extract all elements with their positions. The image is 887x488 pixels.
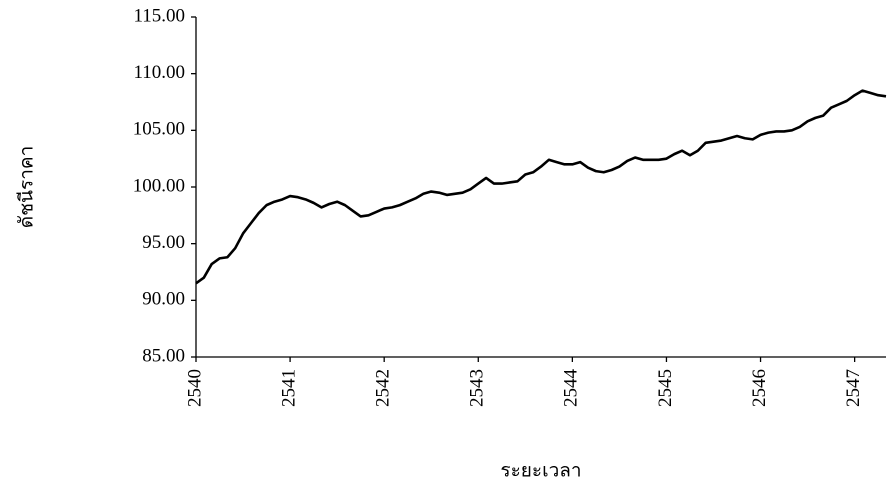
y-tick-label: 100.00 — [133, 175, 185, 196]
y-tick-label: 85.00 — [142, 345, 185, 366]
y-tick-label: 95.00 — [142, 232, 185, 253]
x-tick-label: 2541 — [278, 369, 299, 407]
x-tick-label: 2540 — [184, 369, 205, 407]
x-axis-label: ระยะเวลา — [500, 460, 581, 481]
y-tick-label: 115.00 — [133, 5, 185, 26]
x-tick-label: 2542 — [373, 369, 394, 407]
y-tick-label: 105.00 — [133, 119, 185, 140]
x-tick-label: 2546 — [749, 369, 770, 407]
y-tick-label: 110.00 — [133, 62, 185, 83]
y-axis-label: ดัชนีราคา — [15, 146, 37, 228]
x-tick-label: 2545 — [655, 369, 676, 407]
y-tick-label: 90.00 — [142, 289, 185, 310]
x-tick-label: 2543 — [467, 369, 488, 407]
x-tick-label: 2544 — [561, 369, 582, 408]
x-tick-label: 2547 — [843, 369, 864, 407]
price-line — [195, 89, 887, 285]
